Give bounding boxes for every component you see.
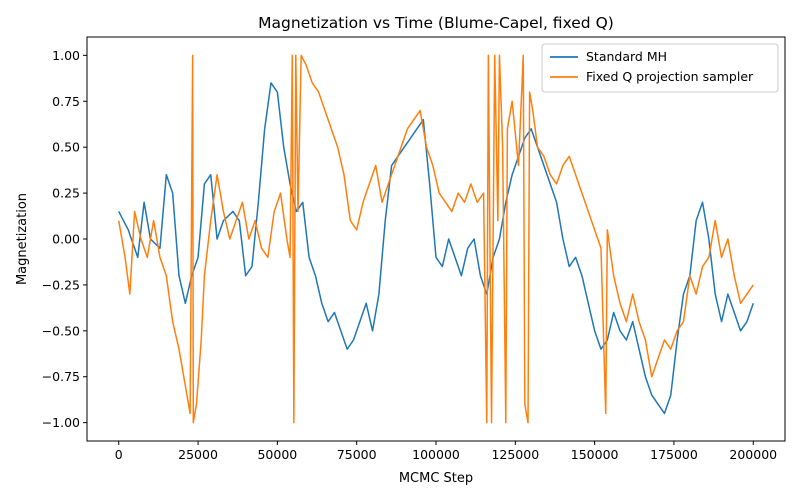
y-tick-label: 0.00 — [52, 232, 80, 247]
x-tick-label: 100000 — [412, 447, 460, 462]
y-tick-label: 0.50 — [52, 140, 80, 155]
chart-title: Magnetization vs Time (Blume-Capel, fixe… — [258, 14, 614, 32]
x-tick-label: 25000 — [178, 447, 218, 462]
y-axis: −1.00 −0.75 −0.50 −0.25 0.00 0.25 0.50 0.75 1.00 — [42, 48, 87, 430]
legend-label-standard-mh: Standard MH — [586, 49, 667, 64]
x-tick-label: 200000 — [729, 447, 777, 462]
x-tick-label: 75000 — [337, 447, 377, 462]
y-tick-label: 0.25 — [52, 186, 80, 201]
x-tick-label: 150000 — [571, 447, 619, 462]
y-tick-label: −1.00 — [42, 415, 80, 430]
legend: Standard MH Fixed Q projection sampler — [541, 43, 779, 93]
x-axis-label: MCMC Step — [399, 471, 473, 486]
x-tick-label: 0 — [115, 447, 123, 462]
y-tick-label: −0.75 — [42, 369, 80, 384]
y-axis-label: Magnetization — [15, 193, 30, 285]
x-tick-label: 175000 — [650, 447, 698, 462]
y-tick-label: 1.00 — [52, 48, 80, 63]
y-tick-label: 0.75 — [52, 94, 80, 109]
y-tick-label: −0.50 — [42, 323, 80, 338]
x-tick-label: 125000 — [491, 447, 539, 462]
x-tick-label: 50000 — [257, 447, 297, 462]
legend-label-fixed-q: Fixed Q projection sampler — [586, 69, 754, 84]
series-line-standard-mh — [118, 82, 754, 415]
series-layer — [117, 54, 754, 424]
legend-box — [541, 43, 779, 93]
y-tick-label: −0.25 — [42, 277, 80, 292]
series-line-fixed-q-projection — [117, 54, 754, 424]
x-axis: 0 25000 50000 75000 100000 125000 150000 175000… — [115, 441, 777, 462]
